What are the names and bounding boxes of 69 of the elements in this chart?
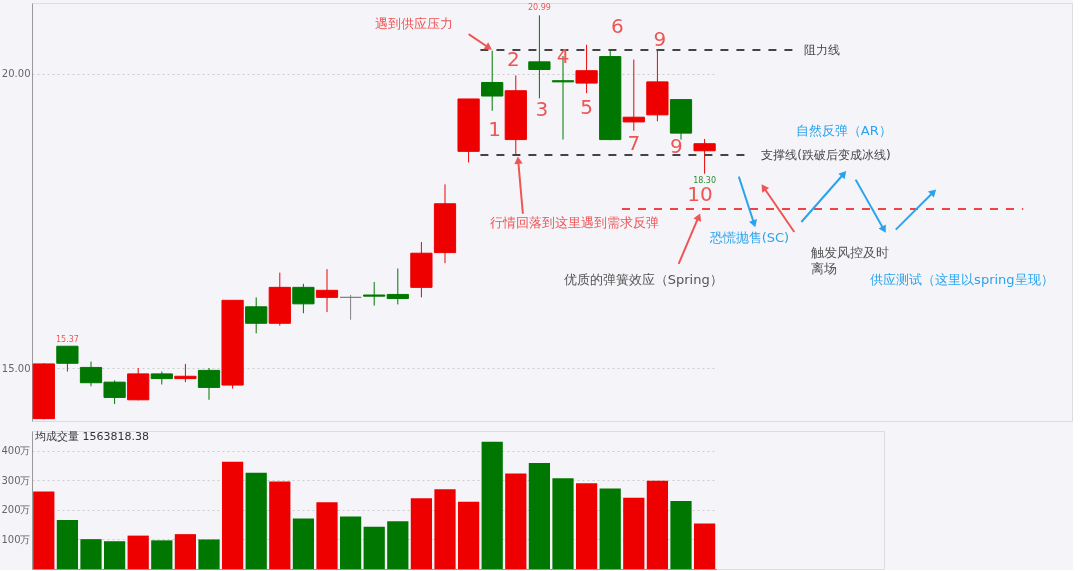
annotation: 18.30 <box>693 175 717 185</box>
y-tick-label: 300万 <box>1 474 31 486</box>
bar <box>80 539 102 569</box>
bar <box>505 473 527 569</box>
bar <box>646 480 669 569</box>
bar <box>670 501 692 569</box>
annotation: 4 <box>556 44 570 69</box>
annotation: 7 <box>627 131 641 156</box>
bar <box>481 441 503 569</box>
candlestick <box>693 138 716 175</box>
bar <box>198 539 220 569</box>
candlestick <box>363 281 386 307</box>
annotation: 9 <box>669 133 683 158</box>
candlestick <box>386 268 409 305</box>
y-tick-label: 20.00 <box>1 68 31 80</box>
bar <box>623 497 645 569</box>
y-tick-label: 15.00 <box>1 362 31 374</box>
annotation: 均成交量 1563818.38 <box>34 429 149 443</box>
annotation: 20.99 <box>527 2 551 12</box>
bar <box>151 540 173 569</box>
bar <box>363 526 385 569</box>
y-tick-label: 100万 <box>1 533 31 545</box>
annotation: 遇到供应压力 <box>375 16 454 32</box>
bar <box>693 523 716 569</box>
candlestick <box>481 50 504 112</box>
annotation: 恐慌抛售(SC) <box>708 229 790 245</box>
bar <box>292 518 315 569</box>
bar <box>528 462 551 569</box>
annotation: 2 <box>507 47 520 72</box>
bar <box>457 501 480 569</box>
ref-line-label: 阻力线 <box>803 43 840 58</box>
bar <box>316 502 338 569</box>
bar <box>269 481 291 569</box>
annotation: 1 <box>488 117 501 142</box>
text: 自然反弹（AR） <box>795 122 892 138</box>
annotation: 优质的弹簧效应（Spring） <box>563 271 723 287</box>
candlestick <box>528 14 551 99</box>
candlestick <box>339 294 362 321</box>
y-tick-label: 200万 <box>1 504 31 516</box>
bar <box>339 516 362 569</box>
candlestick <box>174 363 197 383</box>
annotation: 15.37 <box>55 335 79 345</box>
candlestick <box>315 268 339 313</box>
bar <box>410 498 433 569</box>
bar <box>552 478 574 569</box>
bar <box>221 461 244 569</box>
bar <box>127 535 149 569</box>
bar <box>103 541 126 569</box>
annotation: 行情回落到这里遇到需求反弹 <box>490 214 660 230</box>
annotation: 9 <box>653 27 667 52</box>
candlestick <box>56 345 79 373</box>
bar <box>434 489 456 569</box>
bar <box>245 472 267 569</box>
candlestick <box>292 283 315 314</box>
annotation: 3 <box>535 97 549 122</box>
candlestick <box>622 59 645 132</box>
annotation: 5 <box>580 94 593 119</box>
bar <box>387 521 409 569</box>
y-tick-label: 400万 <box>1 445 31 457</box>
ref-line-label: 支撑线(跌破后变成冰线) <box>761 147 891 162</box>
candlestick <box>197 367 221 401</box>
bar <box>33 491 55 569</box>
candlestick <box>245 296 268 334</box>
bar <box>56 519 79 569</box>
annotation: 6 <box>610 14 624 39</box>
bar <box>174 534 197 569</box>
bar <box>599 488 621 569</box>
candlestick <box>575 44 598 94</box>
bar <box>575 483 598 569</box>
